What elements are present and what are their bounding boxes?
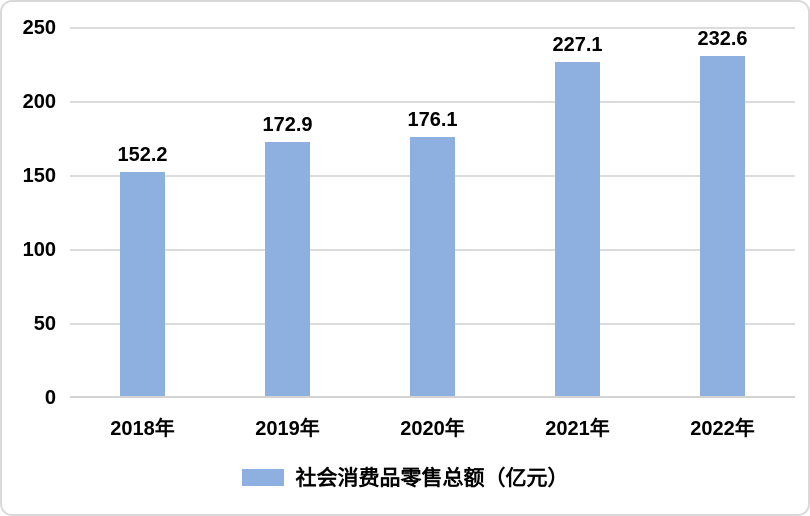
y-tick-label: 0 — [44, 387, 56, 409]
x-tick-label: 2021年 — [545, 418, 610, 440]
y-tick-label: 100 — [22, 239, 56, 261]
data-label: 232.6 — [697, 28, 748, 50]
data-label: 152.2 — [117, 143, 168, 166]
gridline — [70, 101, 795, 103]
y-tick-label: 200 — [22, 91, 56, 113]
x-tick-label: 2020年 — [400, 418, 465, 440]
data-label: 176.1 — [407, 108, 458, 131]
legend: 社会消费品零售总额（亿元） — [2, 462, 808, 492]
bar-series: 152.2 172.9 176.1 227.1 232.6 — [70, 28, 795, 396]
bar-2020 — [410, 136, 455, 396]
y-tick-label: 250 — [22, 17, 56, 39]
plot-area: 152.2 172.9 176.1 227.1 232.6 — [70, 27, 795, 398]
bar-2022 — [700, 56, 745, 396]
x-tick-label: 2018年 — [110, 418, 175, 440]
gridline — [70, 27, 795, 29]
bar-2018 — [120, 171, 165, 396]
x-axis: 2018年 2019年 2020年 2021年 2022年 — [70, 412, 795, 441]
y-axis: 250 200 150 100 50 0 — [2, 17, 58, 409]
data-label: 172.9 — [262, 113, 313, 136]
data-label: 227.1 — [552, 33, 603, 56]
bar-2019 — [265, 141, 310, 396]
x-tick-label: 2022年 — [690, 418, 755, 440]
y-tick-label: 150 — [22, 165, 56, 187]
y-tick-label: 50 — [33, 313, 56, 335]
legend-label: 社会消费品零售总额（亿元） — [295, 467, 569, 490]
bar-group-2022: 232.6 — [650, 28, 795, 396]
x-tick-label: 2019年 — [255, 418, 320, 440]
bar-group-2021: 227.1 — [505, 28, 650, 396]
bar-group-2019: 172.9 — [215, 28, 360, 396]
bar-group-2018: 152.2 — [70, 28, 215, 396]
bar-group-2020: 176.1 — [360, 28, 505, 396]
legend-swatch — [241, 468, 284, 486]
bar-2021 — [555, 61, 600, 396]
